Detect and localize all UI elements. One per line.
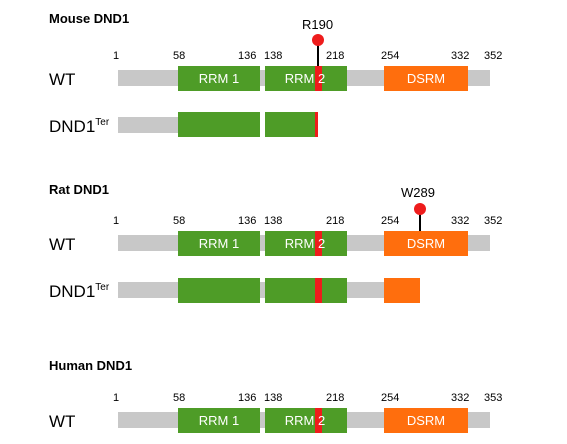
- mouse-pos-58: 58: [173, 50, 185, 62]
- mouse-ter-stop-site: [315, 112, 318, 137]
- rat-pos-254: 254: [381, 215, 399, 227]
- human-wt-dsrm-label: DSRM: [407, 413, 445, 428]
- human-wt-rrm2: [265, 408, 347, 433]
- mouse-wt-dsrm-label: DSRM: [407, 71, 445, 86]
- rat-pos-136: 136: [238, 215, 256, 227]
- mouse-pos-218: 218: [326, 50, 344, 62]
- human-wt-rrm2-label: RRM 2: [285, 413, 325, 428]
- human-title: Human DND1: [49, 358, 132, 373]
- human-wt-red-site: [315, 408, 322, 433]
- rat-ter-rrm1: [178, 278, 260, 303]
- human-pos-1: 1: [113, 392, 119, 404]
- mouse-ter-rrm1: [178, 112, 260, 137]
- rat-wt-rrm1-label: RRM 1: [199, 236, 239, 251]
- rat-pos-332: 332: [451, 215, 469, 227]
- human-pos-58: 58: [173, 392, 185, 404]
- rat-mutation-label: W289: [401, 185, 435, 200]
- human-pos-353: 353: [484, 392, 502, 404]
- mouse-mutation-pin: [312, 34, 324, 46]
- rat-wt-dsrm: [384, 231, 468, 256]
- human-pos-218: 218: [326, 392, 344, 404]
- mouse-mutation-label: R190: [302, 17, 333, 32]
- rat-ter-label-sup: Ter: [95, 282, 110, 293]
- mouse-ter-label-sup: Ter: [95, 117, 110, 128]
- mouse-wt-label: WT: [49, 70, 75, 89]
- human-wt-rrm1: [178, 408, 260, 433]
- mouse-pos-254: 254: [381, 50, 399, 62]
- mouse-pos-138: 138: [264, 50, 282, 62]
- rat-wt-rrm2-label: RRM 2: [285, 236, 325, 251]
- rat-title: Rat DND1: [49, 182, 109, 197]
- mouse-pos-352: 352: [484, 50, 502, 62]
- rat-pos-58: 58: [173, 215, 185, 227]
- mouse-ter-backbone: [118, 117, 178, 133]
- rat-pos-1: 1: [113, 215, 119, 227]
- mouse-title: Mouse DND1: [49, 11, 129, 26]
- rat-pos-218: 218: [326, 215, 344, 227]
- mouse-wt-dsrm: [384, 66, 468, 91]
- mouse-wt-rrm2-label: RRM 2: [285, 71, 325, 86]
- mouse-wt-rrm1-label: RRM 1: [199, 71, 239, 86]
- rat-pos-138: 138: [264, 215, 282, 227]
- rat-wt-red-site: [315, 231, 322, 256]
- mouse-pos-1: 1: [113, 50, 119, 62]
- human-pos-332: 332: [451, 392, 469, 404]
- rat-pos-352: 352: [484, 215, 502, 227]
- rat-wt-label: WT: [49, 235, 75, 254]
- human-wt-rrm1-label: RRM 1: [199, 413, 239, 428]
- rat-ter-rrm2: [265, 278, 347, 303]
- human-pos-254: 254: [381, 392, 399, 404]
- rat-mutation-pin: [414, 203, 426, 215]
- human-pos-138: 138: [264, 392, 282, 404]
- mouse-pos-136: 136: [238, 50, 256, 62]
- mouse-ter-label: DND1Ter: [49, 117, 110, 136]
- mouse-wt-rrm2: [265, 66, 347, 91]
- rat-wt-dsrm-label: DSRM: [407, 236, 445, 251]
- rat-ter-dsrm-truncated: [384, 278, 420, 303]
- rat-wt-rrm1: [178, 231, 260, 256]
- rat-ter-label: DND1Ter: [49, 282, 110, 301]
- mouse-ter-rrm2-truncated: [265, 112, 317, 137]
- rat-ter-red-site: [315, 278, 322, 303]
- rat-ter-label-main: DND1: [49, 282, 95, 301]
- human-wt-dsrm: [384, 408, 468, 433]
- mouse-pos-332: 332: [451, 50, 469, 62]
- mouse-wt-rrm1: [178, 66, 260, 91]
- human-wt-label: WT: [49, 412, 75, 431]
- human-pos-136: 136: [238, 392, 256, 404]
- rat-wt-rrm2: [265, 231, 347, 256]
- mouse-wt-mutation-site: [315, 66, 322, 91]
- mouse-ter-label-main: DND1: [49, 117, 95, 136]
